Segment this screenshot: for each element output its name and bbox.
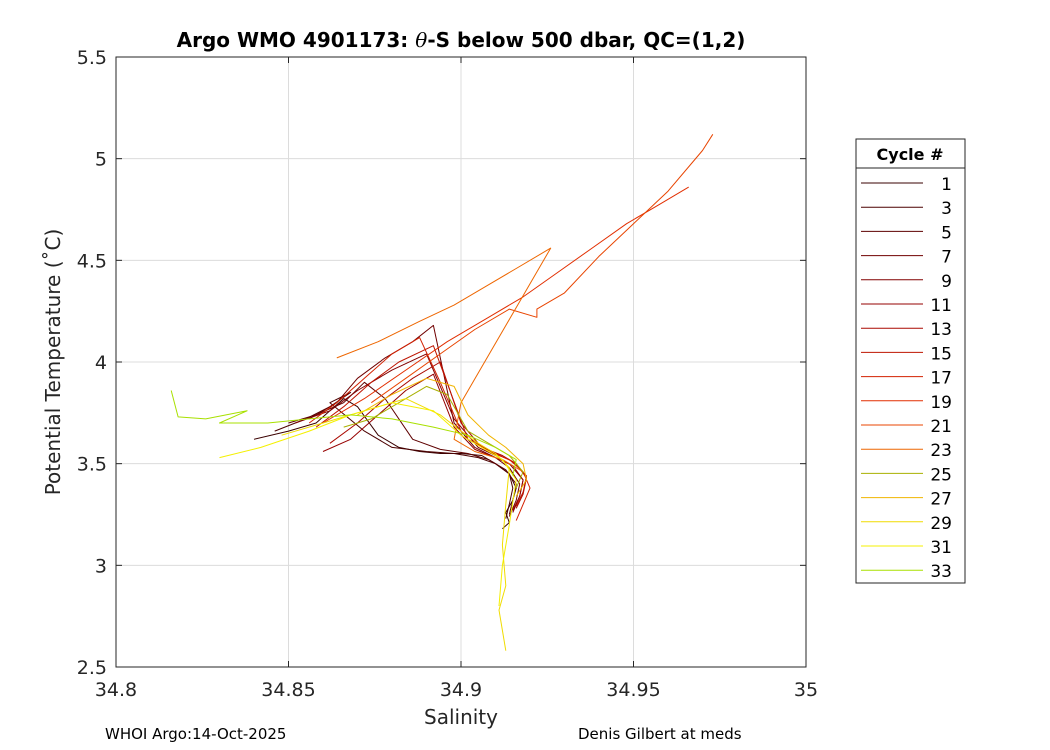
x-tick-label: 34.8 [95, 679, 137, 701]
x-tick-label: 34.95 [606, 679, 660, 701]
x-tick-label: 35 [794, 679, 818, 701]
legend-label-cycle-3: 3 [941, 199, 952, 219]
legend-label-cycle-29: 29 [930, 514, 952, 534]
chart-title: Argo WMO 4901173: θ-S below 500 dbar, QC… [177, 28, 746, 52]
legend-label-cycle-33: 33 [930, 562, 952, 582]
x-tick-label: 34.9 [440, 679, 482, 701]
series-line-cycle-33 [170, 390, 517, 477]
legend-label-cycle-13: 13 [930, 320, 952, 340]
x-tick-label: 34.85 [261, 679, 315, 701]
legend-label-cycle-25: 25 [930, 465, 952, 485]
legend-label-cycle-17: 17 [930, 369, 952, 389]
legend-label-cycle-21: 21 [930, 417, 952, 437]
series-line-cycle-23 [336, 247, 552, 473]
legend-label-cycle-9: 9 [941, 272, 952, 292]
x-axis-label: Salinity [424, 705, 498, 729]
series-line-cycle-21 [371, 134, 714, 404]
series-line-cycle-27 [357, 377, 527, 497]
series-line-cycle-19 [322, 186, 689, 424]
y-tick-label: 5 [95, 149, 107, 171]
series-line-cycle-31 [219, 402, 517, 607]
series-line-cycle-11 [322, 373, 524, 511]
footer-source: WHOI Argo:14-Oct-2025 [105, 725, 287, 743]
legend-label-cycle-5: 5 [941, 223, 952, 243]
x-axis-ticks: 34.8 34.85 34.9 34.95 35 [95, 57, 818, 701]
y-tick-label: 4 [95, 352, 107, 374]
series-line-cycle-5 [288, 381, 517, 515]
series-line-cycle-29 [281, 398, 510, 651]
series-line-cycle-25 [343, 385, 524, 489]
y-axis-label: Potential Temperature (˚C) [41, 229, 65, 496]
legend-title: Cycle # [877, 145, 944, 164]
footer-author: Denis Gilbert at meds [578, 725, 742, 743]
y-tick-label: 5.5 [77, 47, 107, 69]
legend-label-cycle-19: 19 [930, 393, 952, 413]
legend-label-cycle-27: 27 [930, 490, 952, 510]
series-lines [170, 134, 714, 651]
y-axis-ticks: 2.5 3 3.5 4 4.5 5 5.5 [77, 47, 806, 679]
grid-lines [115, 56, 807, 668]
series-line-cycle-9 [295, 353, 524, 513]
legend-label-cycle-11: 11 [930, 296, 952, 316]
series-line-cycle-13 [329, 361, 527, 509]
series-line-cycle-7 [308, 324, 521, 517]
y-tick-label: 4.5 [77, 250, 107, 272]
y-tick-label: 3.5 [77, 454, 107, 476]
legend-label-cycle-1: 1 [941, 175, 952, 195]
y-tick-label: 2.5 [77, 657, 107, 679]
series-line-cycle-17 [308, 337, 531, 521]
y-tick-label: 3 [95, 555, 107, 577]
svg-text:Argo WMO 4901173: θ-S below 50: Argo WMO 4901173: θ-S below 500 dbar, QC… [177, 28, 746, 52]
legend-label-cycle-7: 7 [941, 248, 952, 268]
legend-label-cycle-15: 15 [930, 344, 952, 364]
legend-label-cycle-23: 23 [930, 441, 952, 461]
legend-box [855, 138, 966, 584]
legend-label-cycle-31: 31 [930, 538, 952, 558]
